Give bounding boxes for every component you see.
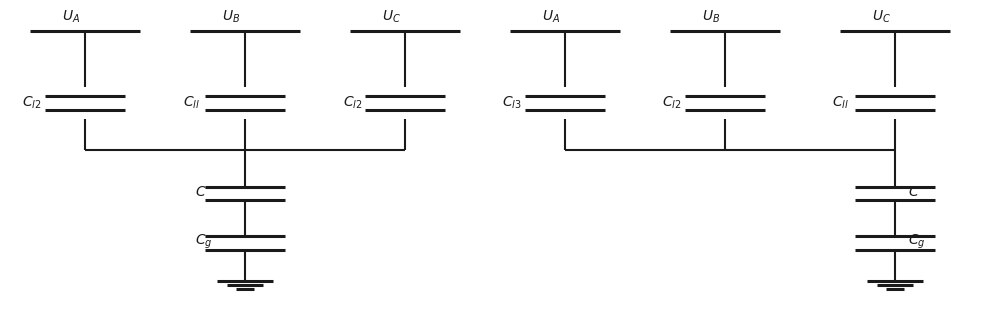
Text: $C_{ll}$: $C_{ll}$: [183, 95, 200, 111]
Text: $C_g$: $C_g$: [908, 233, 926, 251]
Text: $U_A$: $U_A$: [62, 9, 80, 25]
Text: $U_C$: $U_C$: [872, 9, 891, 25]
Text: $C_{l2}$: $C_{l2}$: [343, 95, 363, 111]
Text: $C$: $C$: [908, 185, 920, 199]
Text: $C_{l2}$: $C_{l2}$: [22, 95, 42, 111]
Text: $U_A$: $U_A$: [542, 9, 560, 25]
Text: $U_B$: $U_B$: [222, 9, 240, 25]
Text: $C$: $C$: [195, 185, 207, 199]
Text: $C_{l3}$: $C_{l3}$: [502, 95, 522, 111]
Text: $C_g$: $C_g$: [195, 233, 213, 251]
Text: $C_{l2}$: $C_{l2}$: [662, 95, 682, 111]
Text: $U_C$: $U_C$: [382, 9, 401, 25]
Text: $C_{ll}$: $C_{ll}$: [832, 95, 849, 111]
Text: $U_B$: $U_B$: [702, 9, 720, 25]
